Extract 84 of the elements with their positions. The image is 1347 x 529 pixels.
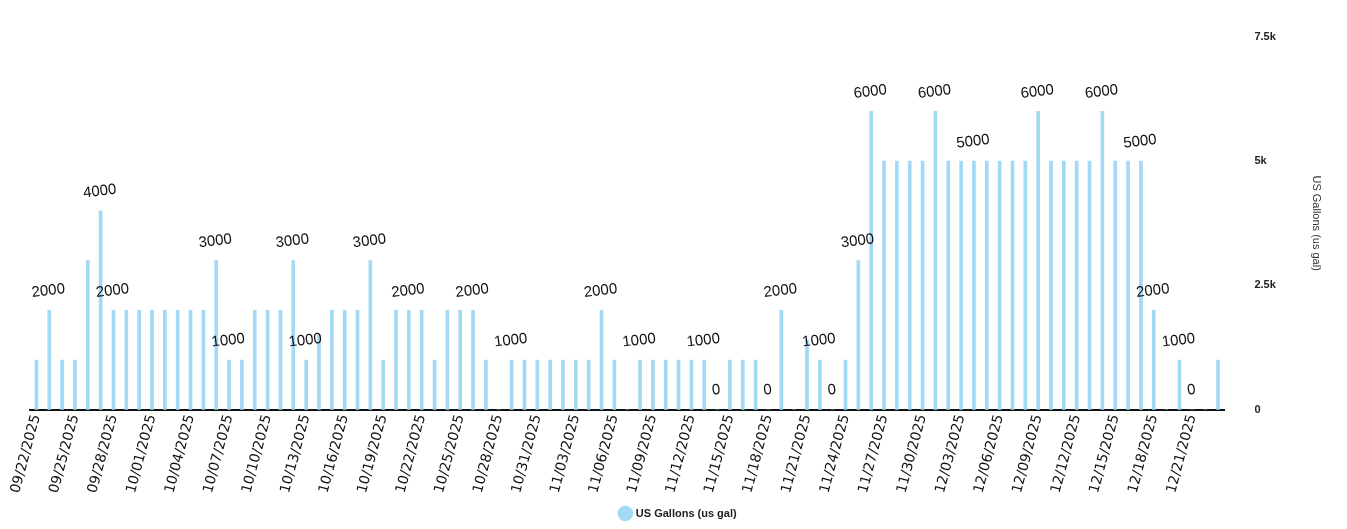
bar (329, 309, 334, 410)
y-tick-label: 5k (1254, 154, 1268, 166)
bar (535, 359, 540, 410)
data-label: 2000 (454, 278, 490, 300)
bar (419, 309, 424, 410)
bar (1074, 160, 1079, 410)
data-label: 2000 (30, 278, 66, 300)
bar (548, 359, 552, 410)
data-label: 2000 (390, 278, 426, 300)
bar (163, 309, 167, 410)
bar (175, 309, 180, 410)
data-label: 0 (826, 379, 837, 398)
data-label: 6000 (916, 79, 952, 101)
data-label: 2000 (762, 278, 798, 300)
bar (73, 359, 77, 410)
data-label: 2000 (1135, 278, 1171, 300)
data-label: 1000 (1160, 328, 1196, 350)
bar (573, 359, 578, 410)
bar (895, 160, 899, 410)
data-label: 0 (1186, 379, 1197, 398)
bar (1062, 160, 1066, 410)
bar (984, 160, 989, 410)
bar (740, 359, 745, 410)
bar (60, 359, 64, 410)
data-label: 2000 (94, 278, 130, 300)
bar (972, 160, 976, 410)
data-label: 1000 (801, 328, 837, 350)
data-label: 0 (762, 379, 773, 398)
data-label: 3000 (274, 229, 310, 251)
bar (1113, 160, 1118, 410)
data-label: 5000 (1122, 129, 1158, 151)
y-tick-label: 7.5k (1254, 29, 1277, 42)
bar (1216, 359, 1220, 410)
data-label: 1000 (621, 328, 657, 350)
bar (882, 160, 886, 410)
bar (471, 309, 475, 410)
bar (484, 359, 488, 410)
data-label: 6000 (852, 79, 888, 101)
bar (907, 160, 912, 410)
data-label: 1000 (210, 328, 246, 350)
data-label: 6000 (1083, 79, 1119, 101)
data-label: 0 (710, 379, 722, 398)
data-label: 5000 (955, 129, 991, 151)
bar (1036, 110, 1040, 410)
data-label: 1000 (492, 328, 529, 350)
bar (561, 359, 565, 410)
y-tick-label: 0 (1254, 402, 1261, 415)
bar (85, 260, 90, 410)
bar (638, 359, 642, 410)
bar (779, 309, 784, 410)
bar (1023, 160, 1028, 410)
data-label: 4000 (81, 179, 118, 201)
bar (252, 309, 257, 410)
legend-label: US Gallons (us gal) (635, 506, 738, 519)
bar (137, 309, 141, 410)
bar (1049, 160, 1053, 410)
data-label: 3000 (351, 229, 387, 251)
bar (818, 359, 822, 410)
data-label: 1000 (287, 328, 323, 350)
bar (150, 309, 154, 410)
bar (458, 309, 463, 410)
bar (959, 160, 963, 410)
bar (651, 359, 655, 410)
bar (728, 359, 732, 410)
data-label: 1000 (685, 328, 721, 350)
bar (304, 359, 308, 410)
bar (47, 309, 52, 410)
bar (227, 359, 231, 410)
bar (1126, 160, 1130, 410)
data-label: 6000 (1019, 79, 1055, 101)
data-label: 3000 (197, 229, 233, 251)
data-label: 2000 (582, 278, 619, 300)
bar (240, 359, 244, 410)
bar (407, 309, 411, 410)
bar (946, 160, 951, 410)
bar (381, 359, 386, 410)
bar (663, 359, 668, 410)
bar (702, 359, 707, 410)
bar (1151, 309, 1156, 410)
bar (124, 309, 129, 410)
data-label: 3000 (839, 229, 875, 251)
bar (394, 309, 398, 410)
y-axis-title: US Gallons (us gal) (1311, 175, 1324, 271)
y-tick-label: 2.5k (1254, 278, 1277, 291)
